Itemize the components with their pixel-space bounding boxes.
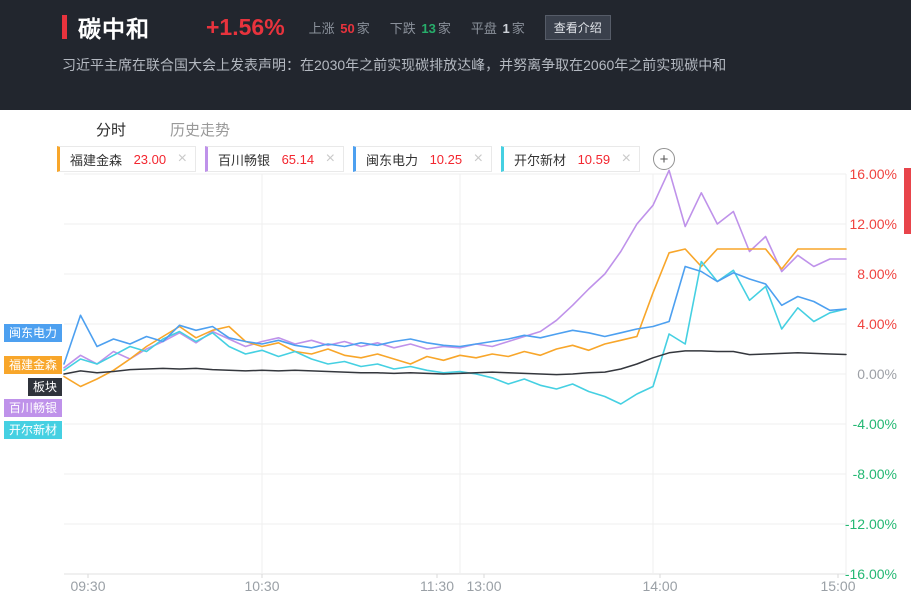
- stock-name: 闽东电力: [366, 152, 419, 168]
- stat-up-label: 上涨: [308, 20, 335, 36]
- stock-chip-baichuanchangyin[interactable]: 百川畅银 65.14 ×: [205, 146, 344, 172]
- series-line-0[interactable]: [63, 169, 847, 369]
- stat-down: 下跌 13 家: [390, 18, 451, 37]
- x-axis-label: 14:00: [642, 578, 677, 594]
- stock-price: 65.14: [281, 151, 315, 167]
- stock-chip-kaierxincai[interactable]: 开尔新材 10.59 ×: [501, 146, 640, 172]
- stat-flat-count: 1: [502, 20, 510, 36]
- stat-flat-unit: 家: [511, 20, 525, 36]
- accent-bar: [62, 15, 67, 39]
- sector-title: 碳中和: [78, 16, 150, 42]
- tab-history[interactable]: 历史走势: [170, 122, 231, 139]
- x-axis-label: 09:30: [70, 578, 105, 594]
- view-intro-button[interactable]: 查看介绍: [544, 14, 611, 40]
- y-axis-label: 8.00%: [857, 266, 897, 282]
- y-axis-label: -12.00%: [845, 516, 897, 532]
- stock-price: 10.25: [429, 151, 463, 167]
- stock-name: 百川畅银: [218, 152, 271, 168]
- series-line-1[interactable]: [63, 248, 847, 388]
- y-axis-label: 4.00%: [857, 316, 897, 332]
- stat-flat-label: 平盘: [470, 20, 497, 36]
- chip-close-icon[interactable]: ×: [473, 150, 483, 167]
- stat-down-label: 下跌: [389, 20, 416, 36]
- watchlist-row: 福建金森 23.00 × 百川畅银 65.14 × 闽东电力 10.25 × 开…: [57, 146, 675, 172]
- stat-down-count: 13: [421, 20, 436, 36]
- stat-up: 上涨 50 家: [309, 18, 370, 37]
- series-line-2[interactable]: [63, 260, 847, 405]
- stock-chip-fujianjinsen[interactable]: 福建金森 23.00 ×: [57, 146, 196, 172]
- chip-close-icon[interactable]: ×: [621, 150, 631, 167]
- stock-price: 23.00: [133, 151, 167, 167]
- y-axis-label: -16.00%: [845, 566, 897, 582]
- sector-change: +1.56%: [206, 13, 285, 40]
- chip-close-icon[interactable]: ×: [177, 150, 187, 167]
- stat-down-unit: 家: [437, 20, 451, 36]
- x-axis-label: 11:30: [420, 578, 454, 594]
- y-axis-label: 0.00%: [857, 366, 897, 382]
- y-axis-label: 12.00%: [850, 216, 897, 232]
- sector-description: 习近平主席在联合国大会上发表声明：在2030年之前实现碳排放达峰，并努离争取在2…: [62, 57, 727, 73]
- stock-name: 开尔新材: [514, 152, 567, 168]
- x-axis-label: 10:30: [244, 578, 279, 594]
- stock-price: 10.59: [577, 151, 611, 167]
- y-axis-label: -8.00%: [853, 466, 897, 482]
- stat-up-unit: 家: [356, 20, 370, 36]
- x-axis-label: 15:00: [820, 578, 855, 594]
- series-line-3[interactable]: [63, 265, 847, 365]
- y-axis-label: -4.00%: [853, 416, 897, 432]
- stock-chip-mindongdianli[interactable]: 闽东电力 10.25 ×: [353, 146, 492, 172]
- stock-name: 福建金森: [70, 152, 123, 168]
- series-line-4[interactable]: [63, 350, 847, 376]
- y-axis-label: 16.00%: [850, 166, 897, 182]
- scrollbar-thumb[interactable]: [904, 168, 911, 234]
- chip-close-icon[interactable]: ×: [325, 150, 335, 167]
- add-stock-button[interactable]: +: [653, 148, 675, 170]
- stat-up-count: 50: [340, 20, 355, 36]
- x-axis-label: 13:00: [466, 578, 501, 594]
